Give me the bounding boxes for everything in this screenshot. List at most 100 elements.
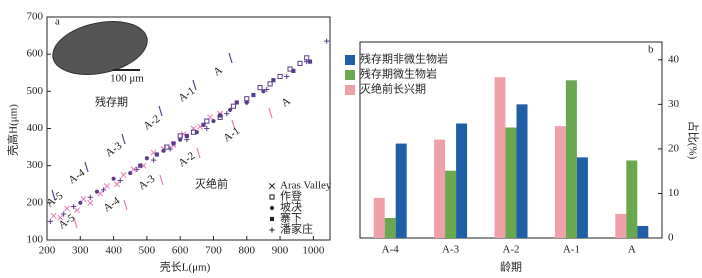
point [130, 166, 137, 173]
x-tick-label: 900 [272, 245, 289, 257]
point [111, 176, 116, 181]
point [307, 59, 313, 64]
point [228, 107, 233, 112]
point [78, 200, 83, 205]
legend-marker [269, 194, 275, 200]
point [57, 214, 64, 221]
point [324, 38, 330, 44]
x-tick-label: 500 [139, 245, 156, 257]
legend-label: 残存期微生物岩 [360, 67, 437, 81]
x-tick-label: A-3 [442, 244, 460, 256]
bar [554, 126, 566, 238]
x-tick-label: 400 [105, 245, 122, 257]
point [87, 194, 93, 200]
legend-swatch [345, 70, 355, 80]
point [277, 73, 283, 80]
pre-extinction-label: A-3 [136, 173, 157, 193]
x-tick-label: A [628, 244, 636, 256]
point [184, 133, 189, 139]
point [120, 172, 127, 178]
y-axis-label: 壳高H(μm) [6, 104, 20, 156]
point [204, 118, 210, 124]
point [267, 81, 273, 87]
pre-extinction-dividers [73, 107, 273, 229]
y-tick-label: 300 [27, 159, 44, 171]
y-tick-label: 200 [27, 196, 44, 208]
point [297, 60, 303, 67]
y-axis-label: 占比(%) [686, 121, 700, 160]
survival-label: 残存期 [95, 95, 128, 109]
fossil-image [52, 21, 148, 75]
point [178, 137, 183, 142]
x-axis-label: 壳长L(μm) [160, 260, 211, 274]
pre-extinction-label: A-4 [101, 195, 122, 215]
y-tick-label: 700 [27, 11, 44, 23]
bar [373, 197, 385, 238]
point [87, 199, 94, 206]
panel-label: a [55, 16, 60, 28]
point [164, 144, 170, 150]
x-tick-label: 1000 [302, 245, 325, 257]
point [257, 85, 263, 91]
point [144, 156, 149, 161]
pre-extinction-label: 灭绝前 [195, 177, 228, 191]
legend-label: 残存期非微生物岩 [360, 52, 448, 66]
point [264, 86, 270, 93]
bar [516, 104, 528, 238]
legend-marker [269, 227, 275, 233]
bar [565, 80, 577, 239]
point [284, 73, 290, 80]
legend-label: 灭绝前长兴期 [360, 82, 426, 96]
legend-label: 坡决 [280, 201, 302, 214]
legend-marker [269, 205, 275, 211]
point [47, 218, 53, 225]
point [101, 187, 107, 193]
legend-swatch [345, 85, 355, 95]
y-tick-label: 100 [27, 234, 44, 246]
survival-label: A-3 [103, 140, 124, 160]
point [74, 207, 80, 214]
legend-label: 作登 [280, 189, 302, 203]
legend-label: 寨下 [280, 211, 302, 225]
y-tick-label: 40 [668, 53, 680, 65]
point [194, 130, 199, 135]
point [128, 171, 133, 176]
point [103, 183, 110, 190]
bar [626, 160, 638, 238]
bar [615, 213, 627, 238]
point [171, 141, 176, 146]
y-tick-label: 400 [27, 122, 44, 134]
point [244, 99, 250, 106]
point [61, 211, 67, 217]
y-tick-label: 0 [668, 232, 674, 244]
x-tick-label: 600 [172, 245, 189, 257]
panel-label: b [648, 44, 654, 56]
bar [494, 77, 506, 238]
point [201, 122, 206, 127]
y-tick-label: 600 [27, 48, 44, 60]
point [304, 59, 310, 65]
point [291, 68, 296, 73]
x-axis-label: 龄期 [500, 260, 522, 274]
legend-label: 潘家庄 [280, 222, 313, 236]
bar [384, 217, 396, 238]
bar [456, 123, 468, 238]
x-tick-label: 200 [39, 245, 56, 257]
x-tick-label: 700 [205, 245, 222, 257]
x-tick-label: A-2 [502, 244, 519, 256]
bar [395, 143, 407, 238]
bar [505, 127, 517, 238]
point [150, 157, 157, 163]
pre-extinction-label: A-1 [221, 125, 242, 145]
scale-bar-label: 100 μm [110, 73, 144, 85]
point [218, 113, 223, 118]
point [224, 111, 230, 117]
point [117, 177, 123, 184]
point [80, 196, 87, 203]
pre-extinction-label: A-2 [176, 150, 197, 170]
legend-label: Aras Valley [280, 180, 332, 192]
point [154, 152, 159, 157]
pre-extinction-label: A [279, 95, 292, 109]
survival-label: A-1 [176, 85, 197, 105]
